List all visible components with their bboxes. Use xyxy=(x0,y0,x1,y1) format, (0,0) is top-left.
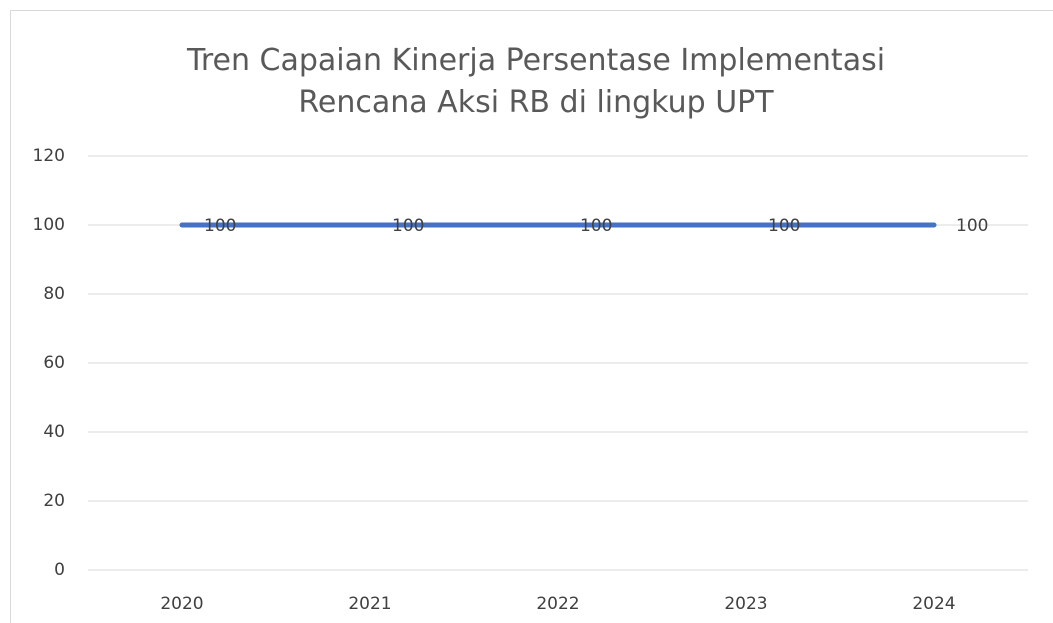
x-tick-label: 2023 xyxy=(724,594,767,614)
data-label: 100 xyxy=(204,216,236,236)
data-label: 100 xyxy=(580,216,612,236)
x-tick-label: 2020 xyxy=(160,594,203,614)
chart-title: Tren Capaian Kinerja Persentase Implemen… xyxy=(186,43,886,120)
y-tick-label: 20 xyxy=(43,491,65,511)
y-tick-label: 60 xyxy=(43,353,65,373)
data-label: 100 xyxy=(956,216,988,236)
x-tick-label: 2022 xyxy=(536,594,579,614)
y-tick-label: 80 xyxy=(43,284,65,304)
y-tick-label: 40 xyxy=(43,422,65,442)
x-tick-label: 2021 xyxy=(348,594,391,614)
x-tick-label: 2024 xyxy=(912,594,955,614)
y-tick-label: 100 xyxy=(33,215,65,235)
data-label: 100 xyxy=(392,216,424,236)
y-tick-label: 120 xyxy=(33,146,65,166)
y-tick-label: 0 xyxy=(54,560,65,580)
data-label: 100 xyxy=(768,216,800,236)
chart-border xyxy=(10,10,1053,623)
